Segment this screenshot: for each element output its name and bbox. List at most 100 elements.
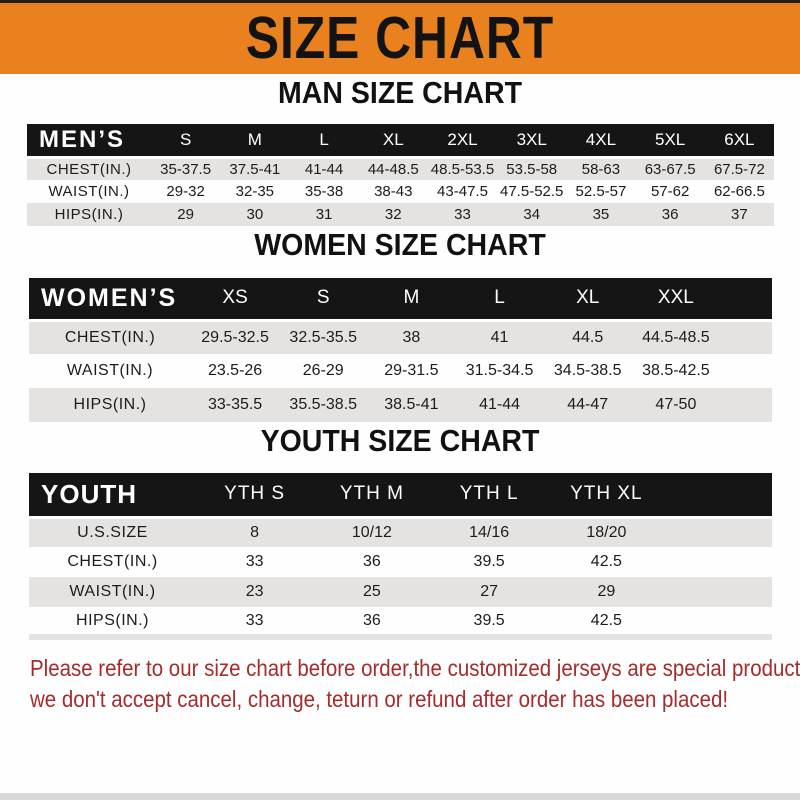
size-value-cell: 52.5-57: [575, 183, 627, 200]
column-header: YTH XL: [547, 473, 665, 517]
column-header: YTH M: [313, 473, 431, 517]
column-header: 4XL: [566, 124, 636, 157]
title-banner: SIZE CHART: [0, 3, 800, 74]
size-value-cell: 32: [384, 206, 402, 223]
disclaimer-line-1: Please refer to our size chart before or…: [30, 655, 800, 681]
size-value-cell: 35.5-38.5: [289, 396, 358, 413]
size-value-cell: 33-35.5: [207, 396, 263, 413]
column-header: 6XL: [704, 124, 774, 157]
size-value-cell: 33: [454, 206, 471, 223]
women-size-chart-section: WOMEN SIZE CHART WOMEN’S XS S M L XL XXL CHEST(…: [0, 226, 800, 422]
row-label: WAIST(IN.): [66, 362, 154, 379]
filler-cell: [720, 278, 772, 320]
top-border: [0, 0, 800, 3]
size-value-cell: 29.5-32.5: [191, 318, 280, 354]
size-value-cell: 53.5-58: [497, 155, 567, 180]
table-row: CHEST(IN.) 33 36 39.5 42.5: [29, 547, 772, 577]
size-value-cell: 23.5-26: [207, 362, 263, 379]
column-header: YTH S: [196, 473, 314, 517]
size-value-cell: 32.5-35.5: [279, 318, 368, 354]
size-value-cell: 10/12: [313, 515, 431, 547]
filler-cell: [665, 607, 772, 637]
table-title: WOMEN’S: [29, 278, 191, 320]
row-label: HIPS(IN.): [54, 206, 124, 223]
size-value-cell: 36: [362, 553, 381, 570]
column-header: S: [279, 278, 368, 320]
table-row: HIPS(IN.) 29 30 31 32 33 34 35 36 37: [27, 203, 774, 226]
size-value-cell: 14/16: [430, 515, 548, 547]
disclaimer-line-2: we don't accept cancel, change, teturn o…: [30, 686, 729, 712]
table-header-row: MEN’S S M L XL 2XL 3XL 4XL 5XL 6XL: [27, 124, 774, 157]
row-label: CHEST(IN.): [29, 318, 191, 354]
size-value-cell: 44-48.5: [358, 155, 428, 180]
column-header: 3XL: [497, 124, 567, 157]
youth-section-heading: YOUTH SIZE CHART: [260, 423, 540, 458]
table-row: HIPS(IN.) 33-35.5 35.5-38.5 38.5-41 41-44 44-…: [29, 388, 772, 422]
youth-size-table: YOUTH YTH S YTH M YTH L YTH XL U.S.SIZE 8 10/12…: [29, 473, 772, 640]
table-row: WAIST(IN.) 23.5-26 26-29 29-31.5 31.5-34.5 34…: [29, 354, 772, 388]
table-row: CHEST(IN.) 29.5-32.5 32.5-35.5 38 41 44.5 44.5…: [29, 318, 772, 354]
size-value-cell: 34: [523, 206, 541, 223]
filler-cell: [665, 515, 772, 547]
table-row: WAIST(IN.) 23 25 27 29: [29, 577, 772, 607]
man-section-heading: MAN SIZE CHART: [277, 75, 523, 110]
column-header: XXL: [631, 278, 720, 320]
size-value-cell: 35-38: [304, 183, 344, 200]
size-value-cell: 29-31.5: [384, 362, 439, 379]
size-value-cell: 36: [661, 206, 679, 223]
filler-cell: [720, 388, 772, 422]
size-value-cell: 41-44: [479, 396, 520, 413]
size-value-cell: 31.5-34.5: [465, 362, 534, 379]
size-value-cell: 38: [367, 318, 456, 354]
size-value-cell: 33: [245, 611, 264, 629]
size-value-cell: 63-67.5: [635, 155, 705, 180]
size-value-cell: 67.5-72: [704, 155, 774, 180]
size-value-cell: 44.5: [543, 318, 632, 354]
size-value-cell: 27: [480, 583, 499, 600]
women-section-heading: WOMEN SIZE CHART: [254, 227, 546, 262]
column-header: M: [367, 278, 456, 320]
size-value-cell: 38-43: [374, 183, 413, 200]
row-label: HIPS(IN.): [76, 611, 149, 629]
table-row: CHEST(IN.) 35-37.5 37.5-41 41-44 44-48.5 48.5…: [27, 155, 774, 180]
filler-cell: [720, 318, 772, 354]
size-value-cell: 31: [315, 206, 333, 223]
filler-cell: [665, 547, 772, 577]
size-value-cell: 62-66.5: [713, 183, 765, 200]
size-value-cell: 35: [592, 206, 610, 223]
size-value-cell: 57-62: [650, 183, 690, 200]
size-value-cell: 41-44: [289, 155, 359, 180]
size-value-cell: 36: [362, 611, 381, 629]
size-value-cell: 35-37.5: [151, 155, 221, 180]
table-header-row: WOMEN’S XS S M L XL XXL: [29, 278, 772, 320]
size-value-cell: 26-29: [302, 362, 344, 379]
size-value-cell: 29: [177, 206, 194, 223]
row-label: CHEST(IN.): [27, 155, 151, 180]
column-header: 2XL: [427, 124, 498, 157]
size-value-cell: 58-63: [566, 155, 636, 180]
size-value-cell: 38.5-42.5: [642, 362, 710, 379]
bottom-border: [0, 793, 800, 800]
column-header: YTH L: [430, 473, 548, 517]
size-value-cell: 23: [245, 583, 264, 600]
row-label: U.S.SIZE: [29, 515, 196, 547]
column-header: XL: [358, 124, 428, 157]
men-size-table: MEN’S S M L XL 2XL 3XL 4XL 5XL 6XL CHEST(IN.) 35-37…: [27, 124, 774, 226]
size-value-cell: 32-35: [235, 183, 275, 200]
column-header: L: [289, 124, 359, 157]
column-header: XL: [543, 278, 632, 320]
size-value-cell: 38.5-41: [384, 396, 439, 413]
women-size-table: WOMEN’S XS S M L XL XXL CHEST(IN.) 29.5-32.5 32.5…: [29, 278, 772, 422]
row-label: CHEST(IN.): [67, 553, 158, 570]
column-header: M: [220, 124, 290, 157]
size-value-cell: 30: [246, 206, 264, 223]
size-value-cell: 33: [245, 553, 264, 570]
size-value-cell: 42.5: [590, 611, 622, 629]
size-value-cell: 44-47: [567, 396, 609, 413]
column-header: 5XL: [635, 124, 705, 157]
row-label: HIPS(IN.): [73, 396, 147, 413]
man-size-chart-section: MAN SIZE CHART MEN’S S M L XL 2XL 3XL 4XL 5XL 6XL…: [0, 74, 800, 226]
size-value-cell: 25: [362, 583, 381, 600]
size-value-cell: 37: [731, 206, 748, 223]
filler-cell: [665, 473, 772, 517]
